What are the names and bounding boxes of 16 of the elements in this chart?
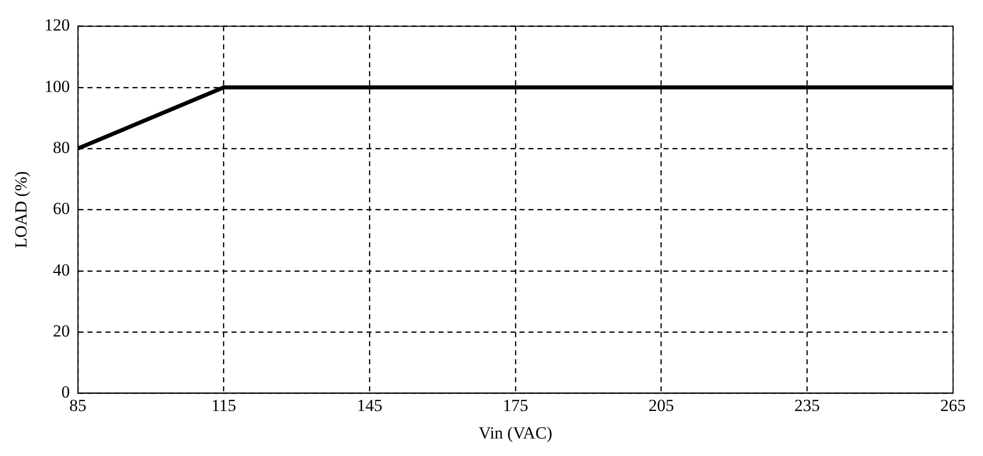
- y-tick-label: 120: [44, 16, 70, 35]
- y-tick-label: 20: [52, 322, 70, 340]
- x-tick-label: 115: [211, 396, 236, 415]
- x-tick-label: 145: [356, 396, 382, 415]
- y-tick-label: 80: [52, 138, 70, 157]
- x-axis-title: Vin (VAC): [478, 423, 552, 442]
- x-tick-label: 265: [940, 396, 966, 415]
- y-axis-title: LOAD (%): [12, 171, 31, 248]
- y-tick-label: 0: [61, 382, 70, 402]
- x-tick-label: 205: [648, 396, 674, 415]
- x-tick-label: 85: [69, 396, 86, 415]
- y-tick-label: 40: [52, 260, 70, 280]
- y-tick-label: 60: [52, 199, 70, 218]
- x-tick-label: 175: [502, 396, 528, 415]
- x-tick-label: 235: [794, 396, 820, 415]
- y-tick-label: 100: [44, 76, 70, 96]
